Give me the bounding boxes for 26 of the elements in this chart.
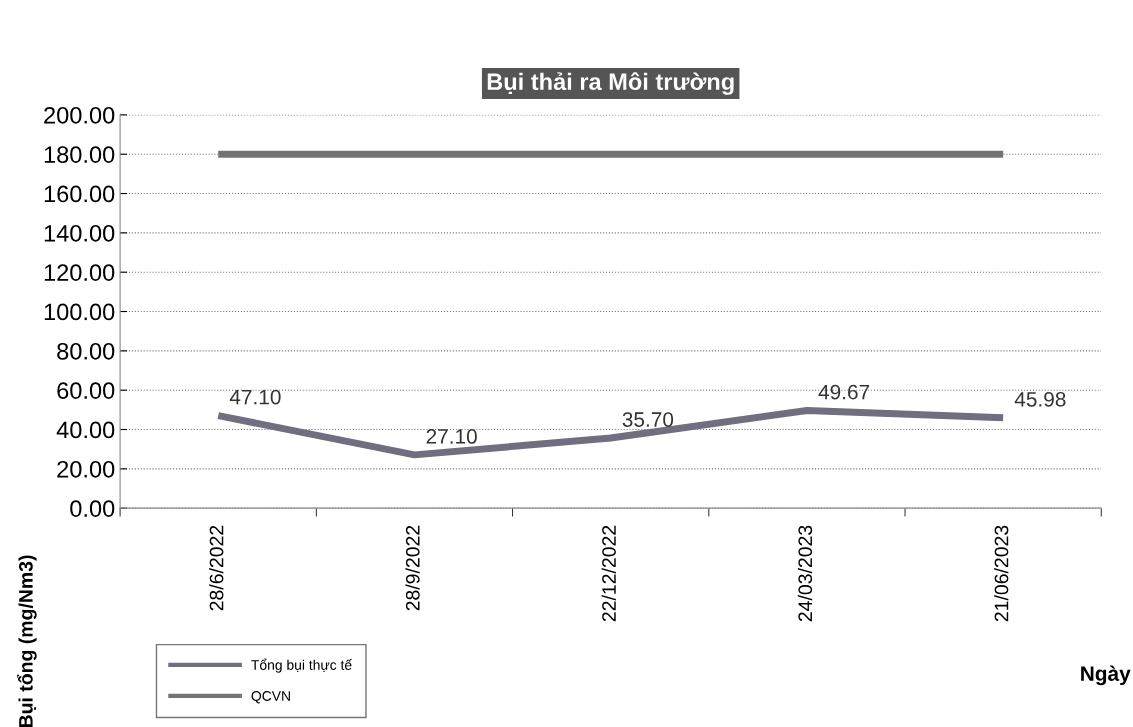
y-tick-label: 120.00	[44, 264, 115, 281]
y-tick-label: 100.00	[44, 303, 115, 321]
data-label: 45.98	[1014, 391, 1066, 407]
y-tick-label: 20.00	[57, 460, 115, 478]
y-axis-title: Bụi tổng (mg/Nm3)	[16, 555, 37, 727]
y-tick-label: 0.00	[70, 500, 115, 517]
data-label: 47.10	[229, 389, 281, 405]
x-tick-label: 22/12/2022	[601, 525, 616, 622]
y-tick-label: 60.00	[57, 382, 115, 399]
chart-title: Bụi thải ra Môi trường	[487, 72, 734, 95]
x-axis-title: Ngày	[1081, 665, 1131, 686]
x-tick-label: 24/03/2023	[797, 525, 813, 622]
x-tick-label: 28/9/2022	[405, 525, 420, 611]
legend-label: Tổng bụi thực tế	[251, 658, 352, 673]
data-label: 49.67	[818, 384, 870, 400]
x-tick-label: 21/06/2023	[994, 525, 1009, 622]
data-label: 27.10	[426, 429, 477, 444]
legend-label: QCVN	[251, 691, 290, 704]
y-tick-label: 160.00	[44, 185, 115, 203]
y-tick-label: 200.00	[44, 106, 115, 124]
y-tick-label: 140.00	[44, 224, 115, 242]
y-tick-label: 180.00	[44, 146, 115, 163]
y-tick-label: 80.00	[57, 342, 115, 360]
x-tick-label: 28/6/2022	[209, 525, 224, 611]
data-label: 35.70	[622, 412, 674, 427]
y-tick-label: 40.00	[56, 421, 115, 439]
